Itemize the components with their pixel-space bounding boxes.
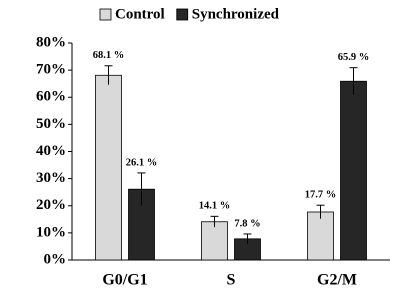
y-tick-label: 60% [36, 89, 66, 105]
legend-label: Control [115, 6, 165, 22]
legend-swatch [99, 8, 112, 21]
bar [340, 80, 367, 261]
y-tick-label: 30% [36, 170, 66, 186]
y-tick-label: 20% [36, 197, 66, 213]
value-label: 68.1 % [93, 50, 125, 61]
y-tick-label: 70% [36, 62, 66, 78]
y-tick-label: 0% [44, 251, 67, 267]
y-tick-label: 80% [36, 34, 66, 50]
value-label: 14.1 % [199, 201, 231, 212]
bar [95, 74, 122, 261]
value-label: 17.7 % [305, 190, 337, 201]
value-label: 65.9 % [338, 52, 370, 63]
bar [307, 211, 334, 261]
legend-label: Synchronized [192, 6, 280, 22]
y-tick-label: 40% [36, 143, 66, 159]
bar [201, 221, 228, 261]
y-tick-label: 10% [36, 224, 66, 240]
legend-swatch [176, 8, 189, 21]
x-tick-label: G2/M [317, 272, 357, 289]
value-label: 7.8 % [234, 218, 260, 229]
bar [128, 188, 155, 261]
x-tick-label: S [227, 272, 236, 289]
value-label: 26.1 % [126, 157, 158, 168]
x-tick-label: G0/G1 [102, 272, 147, 289]
y-tick-label: 50% [36, 116, 66, 132]
